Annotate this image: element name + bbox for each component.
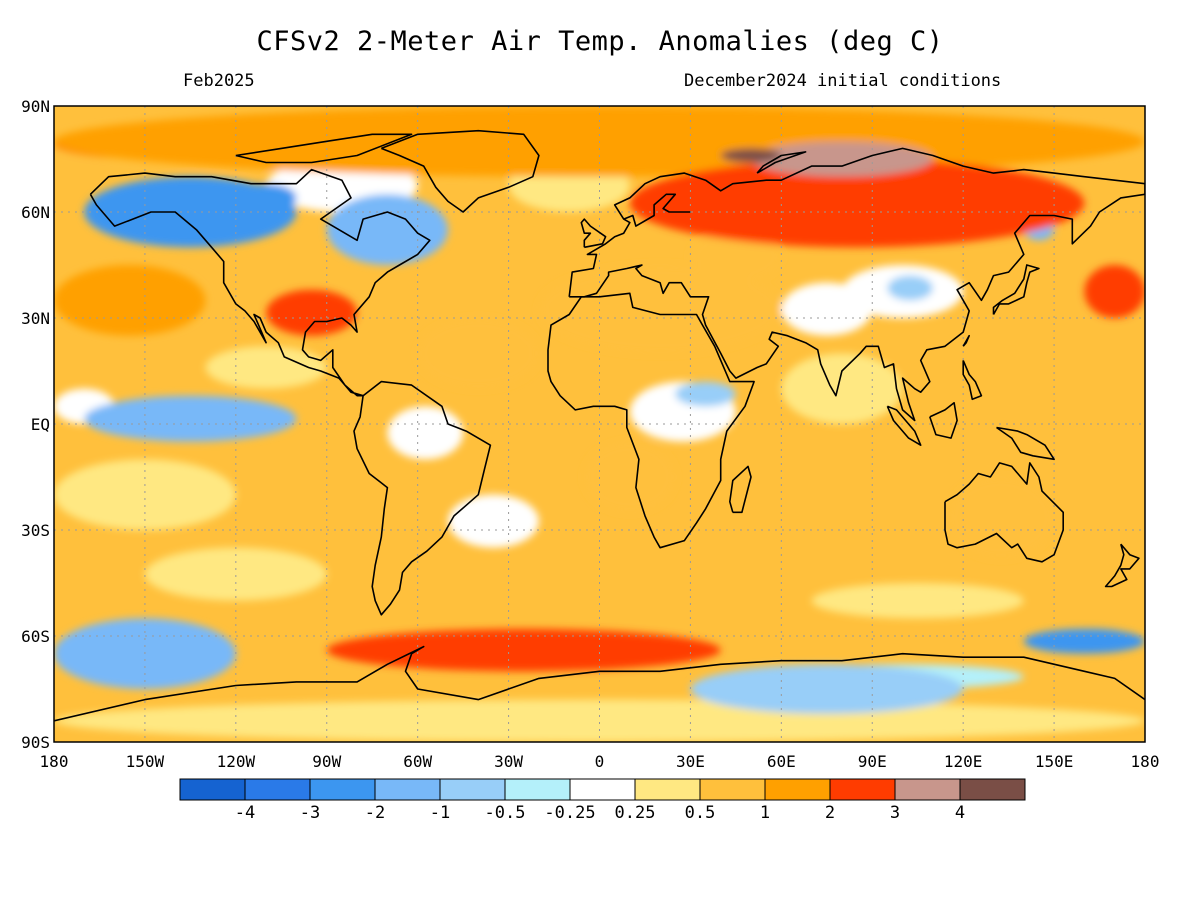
lat-label: EQ [31, 415, 50, 434]
legend-swatch [309, 778, 376, 801]
lat-label: 90S [21, 733, 50, 752]
coastline-antarctica [54, 645, 1145, 722]
initial-conditions-label: December2024 initial conditions [684, 71, 1002, 91]
coastline-arctic-islands [235, 133, 413, 164]
anomaly-region-patch-1 [205, 346, 327, 389]
coastline-japan [992, 264, 1040, 315]
legend-label: 3 [890, 803, 900, 823]
lon-label: 30E [676, 752, 705, 771]
coastline-greenland [381, 129, 540, 213]
anomaly-region-patch-7 [54, 459, 236, 530]
map-frame [53, 105, 1146, 743]
legend-swatch [244, 778, 311, 801]
coastline-africa [547, 292, 755, 549]
legend-label: -4 [235, 803, 255, 823]
coastline-uk [580, 218, 607, 249]
map-title: CFSv2 2-Meter Air Temp. Anomalies (deg C… [256, 26, 944, 57]
valid-month-label: Feb2025 [183, 71, 255, 91]
legend-swatch [829, 778, 896, 801]
anomaly-region-north-central-siberia-very-warm [751, 141, 933, 177]
anomaly-region-patch-9 [387, 406, 464, 460]
legend-swatch [179, 778, 246, 801]
lon-label: 180 [1131, 752, 1160, 771]
lon-label: 0 [595, 752, 605, 771]
lon-label: 90W [312, 752, 341, 771]
lon-label: 150E [1035, 752, 1074, 771]
legend-label: -0.5 [485, 803, 526, 823]
anomaly-region-southern-us-warm [266, 289, 358, 336]
anomaly-region-northeast-canada-cold [326, 194, 448, 265]
legend-label: 0.25 [615, 803, 656, 823]
anomaly-region-equatorial-pacific-cool [84, 395, 297, 442]
anomaly-region-patch-8 [144, 547, 327, 601]
lon-label: 90E [858, 752, 887, 771]
legend-label: -2 [365, 803, 385, 823]
anomaly-region-patch-6 [781, 353, 903, 424]
coastline-indonesia-borneo [929, 402, 958, 439]
lon-label: 150W [126, 752, 165, 771]
lat-label: 60N [21, 203, 50, 222]
anomaly-region-north-pacific-warm [54, 265, 206, 336]
legend-label: -0.25 [544, 803, 595, 823]
anomaly-region-australia-warm [948, 477, 1055, 559]
lon-label: 120E [944, 752, 983, 771]
anomaly-region-patch-18 [584, 441, 676, 513]
coastline-eurasia [568, 147, 1145, 422]
coastline-north-america [89, 168, 431, 397]
lon-label: 180 [40, 752, 69, 771]
lat-label: 60S [21, 627, 50, 646]
anomaly-region-patch-19 [675, 381, 736, 407]
anomaly-region-patch-11 [811, 583, 1024, 619]
legend-swatch [894, 778, 961, 801]
legend-swatch [764, 778, 831, 801]
legend-label: 2 [825, 803, 835, 823]
lon-label: 30W [494, 752, 523, 771]
coastline-philippines [962, 360, 983, 401]
legend-swatch [569, 778, 636, 801]
anomaly-region-patch-30 [1084, 265, 1145, 318]
legend-label: 1 [760, 803, 770, 823]
coastline-madagascar [729, 465, 752, 514]
lat-label: 90N [21, 97, 50, 116]
color-legend: -4 -3 -2 -1 -0.5 -0.25 0.25 0.5 1 2 3 4 [179, 778, 1026, 823]
legend-swatch [439, 778, 506, 801]
anomaly-region-far-north-siberia-extreme-warm [720, 148, 782, 163]
legend-label: -3 [300, 803, 320, 823]
lon-label: 60E [767, 752, 796, 771]
coastline-australia [944, 462, 1064, 563]
lat-label: 30N [21, 309, 50, 328]
legend-swatch [374, 778, 441, 801]
coastline-sumatra [886, 405, 922, 446]
coastline-svalbard-novaya [756, 151, 807, 174]
anomaly-region-patch-10 [447, 494, 539, 548]
legend-swatch [959, 778, 1026, 801]
coastline-sri-lanka-taiwan [962, 334, 970, 347]
legend-label: -1 [430, 803, 450, 823]
coastline-new-guinea [996, 426, 1055, 461]
legend-swatch [634, 778, 701, 801]
coastline-south-america [353, 380, 492, 616]
anomaly-region-southern-ocean-warm-band [326, 628, 721, 672]
anomaly-region-east-antarctic-margin-cold [1023, 628, 1145, 654]
anomaly-region-northern-eurasia-warm [629, 159, 1085, 248]
legend-swatch [504, 778, 571, 801]
lat-label: 30S [21, 521, 50, 540]
coastline-scandinavia-baltic [623, 193, 691, 227]
anomaly-region-patch-2 [417, 318, 539, 389]
legend-label: 4 [955, 803, 965, 823]
anomaly-region-patch-17 [887, 275, 933, 301]
legend-swatch [699, 778, 766, 801]
anomaly-region-alaska-western-canada-cold [84, 176, 297, 248]
lon-label: 60W [403, 752, 432, 771]
legend-label: 0.5 [685, 803, 716, 823]
lon-label: 120W [217, 752, 256, 771]
anomaly-region-patch-0 [54, 699, 1145, 742]
anomaly-field [54, 106, 1145, 742]
coastline-new-zealand [1104, 543, 1140, 588]
anomaly-region-east-antarctic-interior-cool [690, 664, 964, 714]
